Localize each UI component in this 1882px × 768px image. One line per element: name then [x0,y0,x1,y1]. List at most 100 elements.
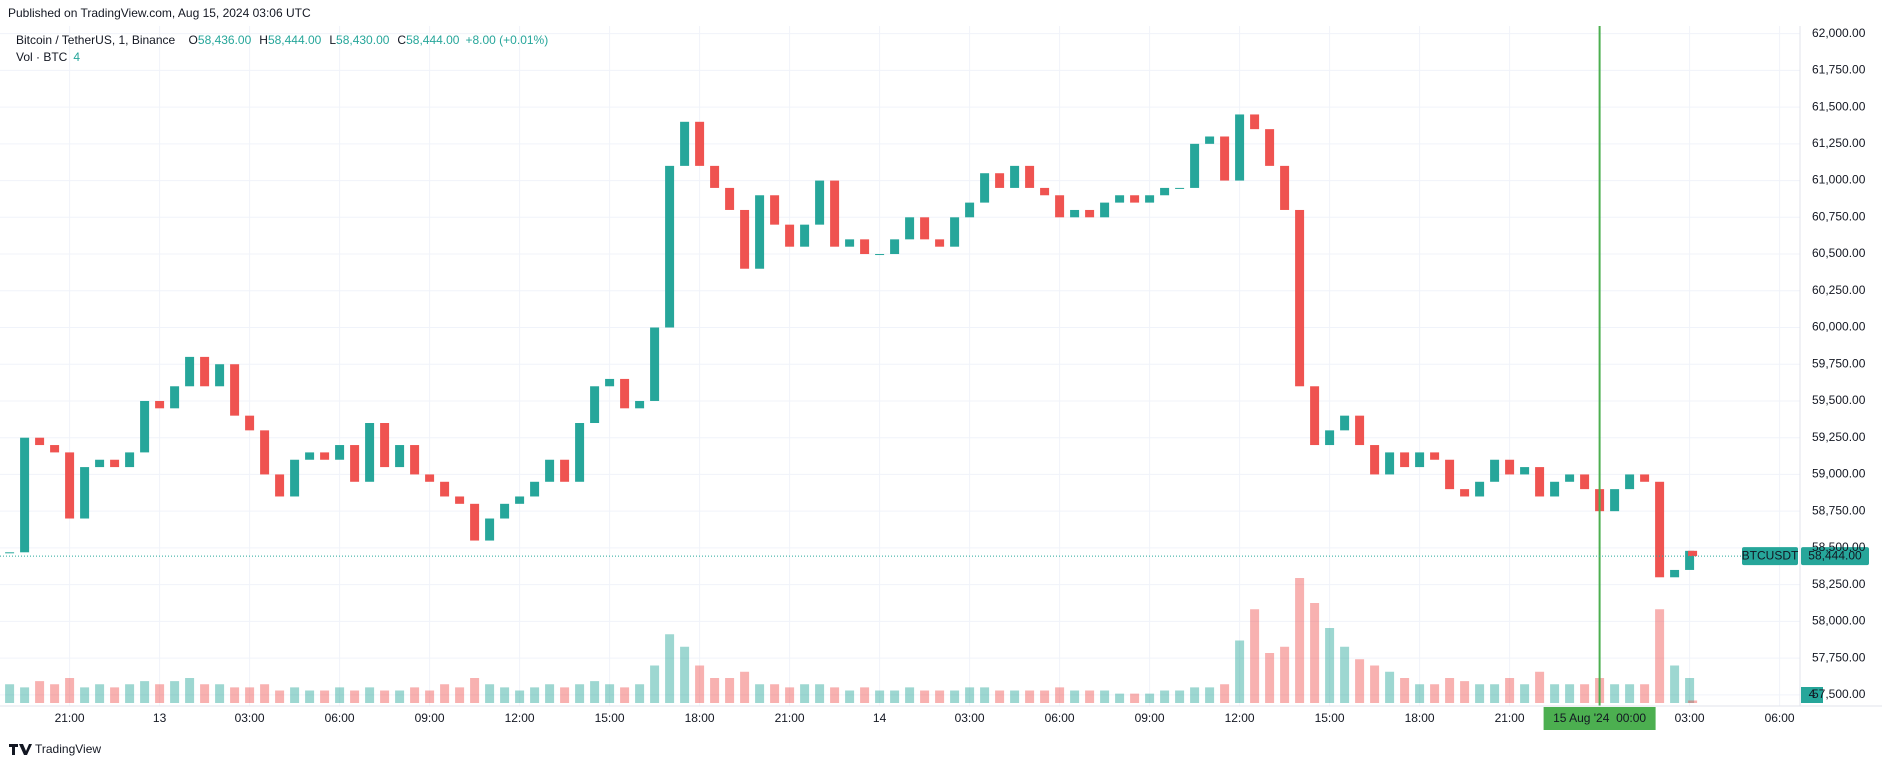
candle [1205,136,1215,144]
candle [1235,114,1245,181]
volume-bar [890,690,900,703]
candle [1625,474,1635,490]
volume-bar [215,684,225,703]
volume-bar [980,687,990,703]
y-tick-label: 62,000.00 [1812,26,1866,40]
x-tick-label: 06:00 [1765,711,1795,725]
candle [1115,195,1125,203]
volume-bar [650,665,660,703]
volume-bar [500,687,510,703]
volume-bar [800,684,810,703]
candle [365,423,375,482]
y-tick-label: 59,000.00 [1812,467,1866,481]
volume-bar [1520,684,1530,703]
candle [200,356,210,387]
volume-bar [845,690,855,703]
volume-bar [20,687,30,703]
volume-bar [1130,693,1140,703]
y-tick-label: 57,750.00 [1812,650,1866,664]
overlay: BTCUSDT 58,444.00 4 [0,26,1869,706]
candle [635,400,645,409]
ohlc-key: C [397,33,406,47]
candle [140,400,150,453]
candle [620,378,630,409]
candle [680,121,690,166]
volume-bar [1190,687,1200,703]
volume-bar [1235,640,1245,703]
volume-bar [560,687,570,703]
candle [410,445,420,475]
volume-bar [1115,693,1125,703]
x-tick-label: 03:00 [955,711,985,725]
x-tick-label: 14 [873,711,887,725]
candle [605,378,615,387]
candle [1280,165,1290,210]
candle [815,180,825,225]
candle [530,481,540,497]
candle [800,224,810,247]
x-tick-label: 21:00 [55,711,85,725]
volume-bar [455,687,465,703]
candle [785,224,795,247]
volume-bar [875,690,885,703]
legend: Bitcoin / TetherUS, 1, Binance O58,436.0… [16,33,548,47]
x-tick-label: 21:00 [1495,711,1525,725]
candle [110,459,120,468]
y-tick-label: 58,500.00 [1812,540,1866,554]
volume-bar [1430,684,1440,703]
candle [1535,467,1545,497]
y-tick-label: 57,500.00 [1812,687,1866,701]
volume-bar [1040,690,1050,703]
x-tick-label: 06:00 [325,711,355,725]
y-tick-label: 60,000.00 [1812,320,1866,334]
published-note: Published on TradingView.com, Aug 15, 20… [8,6,311,20]
change: +8.00 (+0.01%) [465,33,548,47]
volume-bar [1385,671,1395,703]
volume-bar [965,687,975,703]
candle [1070,209,1080,218]
candle [95,459,105,468]
volume-bar [1550,684,1560,703]
volume-bar [485,684,495,703]
volume-bar [1415,684,1425,703]
y-tick-label: 58,250.00 [1812,577,1866,591]
candle [380,423,390,468]
candle [320,452,330,460]
volume-bar [1070,690,1080,703]
candle [1175,187,1185,189]
volume-bar [920,690,930,703]
volume-bar [35,681,45,703]
volume-bar [695,665,705,703]
candle [470,503,480,541]
candle [965,202,975,218]
candle [545,459,555,482]
volume-bar [140,681,150,703]
brand-text: TradingView [35,742,101,756]
volume-bar [590,681,600,703]
candle [1580,474,1590,490]
candle [515,496,525,504]
candle [1640,474,1650,482]
y-tick-label: 61,750.00 [1812,63,1866,77]
candle [1100,202,1110,218]
volume-bar [305,690,315,703]
candle [845,239,855,247]
candle [1610,489,1620,512]
candle [1340,415,1350,431]
volume-bar [1670,665,1680,703]
candle [245,415,255,431]
volume-bar [1175,690,1185,703]
candle [155,400,165,409]
volume-bar [1445,678,1455,703]
candle [1430,452,1440,460]
candle [1040,187,1050,196]
candle [395,445,405,468]
volume-bar [545,684,555,703]
candle [5,552,15,554]
volume-bar [365,687,375,703]
grid [0,26,1800,706]
candle [1670,569,1680,578]
x-tick-label: 12:00 [1225,711,1255,725]
candle [590,386,600,424]
